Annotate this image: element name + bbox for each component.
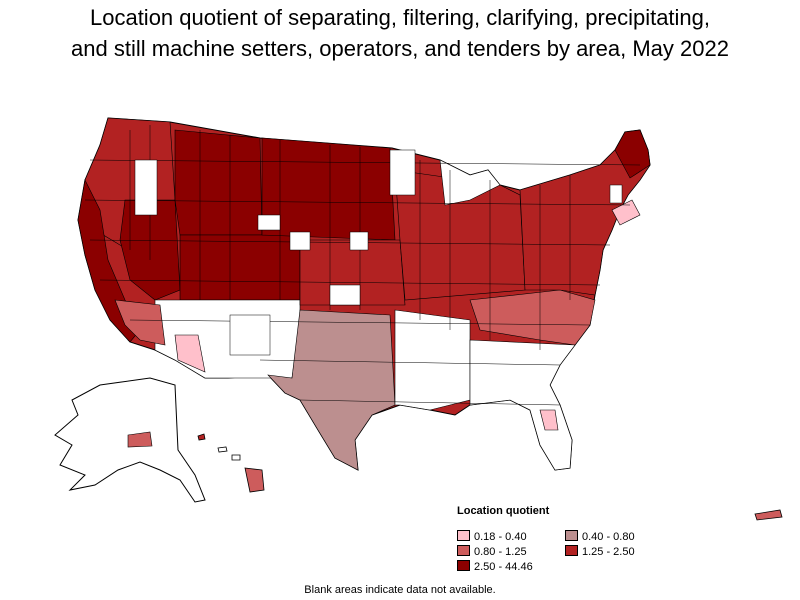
legend-label: 1.25 - 2.50 xyxy=(582,546,635,558)
legend-swatch xyxy=(457,545,470,556)
alaska-anchorage-area xyxy=(127,431,153,448)
legend-title: Location quotient xyxy=(457,505,550,517)
map-legend: Location quotient 0.18 - 0.40 0.40 - 0.8… xyxy=(457,505,657,577)
legend-label: 0.80 - 1.25 xyxy=(474,546,527,558)
legend-item-class-3: 0.80 - 1.25 xyxy=(457,545,527,558)
legend-label: 2.50 - 44.46 xyxy=(474,561,533,573)
hawaii xyxy=(197,433,265,493)
legend-item-class-1: 0.18 - 0.40 xyxy=(457,530,527,543)
blank-areas-note: Blank areas indicate data not available. xyxy=(304,584,496,596)
region-florida-low xyxy=(539,409,559,431)
region-great-plains-north xyxy=(261,137,396,241)
legend-swatch xyxy=(457,530,470,541)
legend-label: 0.18 - 0.40 xyxy=(474,531,527,543)
region-arizona-low xyxy=(174,334,206,373)
region-california-south xyxy=(114,299,166,346)
map-title-line-2: and still machine setters, operators, an… xyxy=(71,36,729,61)
region-northeast xyxy=(519,129,651,296)
region-maine xyxy=(614,129,651,179)
legend-swatch xyxy=(565,545,578,556)
map-title: Location quotient of separating, filteri… xyxy=(0,2,800,64)
region-mountain-north xyxy=(174,129,263,236)
legend-swatch xyxy=(565,530,578,541)
region-lower-mississippi-blank xyxy=(394,309,471,411)
region-mountain-south xyxy=(179,234,301,301)
legend-label: 0.40 - 0.80 xyxy=(582,531,635,543)
legend-item-class-4: 1.25 - 2.50 xyxy=(565,545,635,558)
blank-areas xyxy=(134,149,623,356)
legend-item-class-2: 0.40 - 0.80 xyxy=(565,530,635,543)
legend-item-class-5: 2.50 - 44.46 xyxy=(457,560,533,573)
legend-swatch xyxy=(457,560,470,571)
region-massachusetts-low xyxy=(611,199,641,226)
puerto-rico xyxy=(754,509,783,521)
region-great-lakes-blank xyxy=(439,159,501,206)
map-title-line-1: Location quotient of separating, filteri… xyxy=(89,5,711,30)
